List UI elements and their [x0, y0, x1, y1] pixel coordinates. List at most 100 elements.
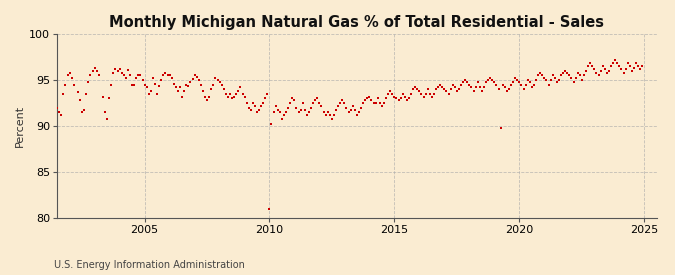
- Point: [439, 87, 450, 92]
- Point: [358, 101, 369, 105]
- Point: [394, 98, 404, 103]
- Point: [375, 101, 385, 105]
- Point: [300, 107, 310, 112]
- Point: [385, 89, 396, 93]
- Point: [520, 82, 531, 87]
- Point: [112, 69, 123, 73]
- Point: [591, 70, 601, 75]
- Point: [425, 92, 435, 96]
- Point: [310, 98, 321, 103]
- Point: [79, 107, 90, 112]
- Point: [133, 72, 144, 77]
- Point: [308, 101, 319, 105]
- Point: [570, 76, 581, 80]
- Point: [362, 96, 373, 101]
- Point: [58, 92, 69, 96]
- Point: [306, 106, 317, 110]
- Point: [632, 64, 643, 68]
- Point: [545, 78, 556, 82]
- Point: [533, 73, 543, 78]
- Point: [225, 92, 236, 96]
- Point: [618, 70, 629, 75]
- Point: [605, 64, 616, 68]
- Point: [574, 73, 585, 78]
- Point: [470, 85, 481, 90]
- Point: [102, 117, 113, 121]
- Point: [410, 85, 421, 90]
- Point: [541, 78, 551, 82]
- Point: [219, 87, 230, 92]
- Point: [406, 92, 416, 96]
- Point: [443, 92, 454, 96]
- Point: [535, 70, 545, 75]
- Point: [383, 92, 394, 96]
- Point: [312, 96, 323, 101]
- Point: [466, 85, 477, 90]
- Point: [610, 57, 620, 62]
- Point: [125, 73, 136, 78]
- Point: [81, 92, 92, 96]
- Point: [179, 89, 190, 93]
- Point: [583, 64, 593, 68]
- Point: [54, 110, 65, 114]
- Point: [183, 83, 194, 88]
- Point: [131, 76, 142, 80]
- Point: [597, 64, 608, 68]
- Point: [634, 67, 645, 71]
- Point: [114, 67, 125, 71]
- Point: [154, 84, 165, 89]
- Point: [235, 85, 246, 90]
- Point: [170, 85, 181, 90]
- Point: [283, 106, 294, 110]
- Point: [414, 89, 425, 93]
- Point: [458, 80, 468, 84]
- Point: [518, 87, 529, 92]
- Point: [85, 73, 96, 78]
- Point: [291, 106, 302, 110]
- Point: [508, 80, 518, 84]
- Point: [599, 67, 610, 71]
- Point: [237, 92, 248, 96]
- Point: [626, 69, 637, 73]
- Point: [389, 94, 400, 99]
- Point: [143, 92, 154, 96]
- Point: [197, 89, 208, 93]
- Point: [325, 113, 335, 117]
- Point: [612, 61, 623, 66]
- Point: [398, 92, 408, 96]
- Point: [272, 107, 283, 112]
- Point: [400, 94, 410, 99]
- Point: [254, 107, 265, 112]
- Point: [564, 73, 574, 78]
- Point: [506, 82, 516, 87]
- Point: [462, 80, 472, 84]
- Point: [260, 96, 271, 101]
- Point: [448, 82, 458, 87]
- Point: [212, 78, 223, 82]
- Point: [578, 73, 589, 78]
- Point: [141, 85, 152, 90]
- Point: [222, 94, 233, 99]
- Point: [160, 70, 171, 75]
- Point: [302, 113, 313, 117]
- Point: [250, 104, 261, 108]
- Point: [416, 92, 427, 96]
- Point: [147, 76, 158, 80]
- Point: [572, 70, 583, 75]
- Point: [335, 101, 346, 105]
- Point: [231, 92, 242, 96]
- Point: [404, 96, 414, 101]
- Point: [614, 64, 624, 68]
- Point: [387, 92, 398, 96]
- Point: [214, 80, 225, 84]
- Point: [137, 78, 148, 82]
- Point: [87, 69, 98, 73]
- Point: [487, 78, 497, 82]
- Point: [241, 101, 252, 105]
- Point: [162, 72, 173, 77]
- Point: [296, 107, 306, 112]
- Point: [512, 78, 522, 82]
- Point: [66, 76, 77, 80]
- Point: [531, 78, 541, 82]
- Point: [233, 89, 244, 93]
